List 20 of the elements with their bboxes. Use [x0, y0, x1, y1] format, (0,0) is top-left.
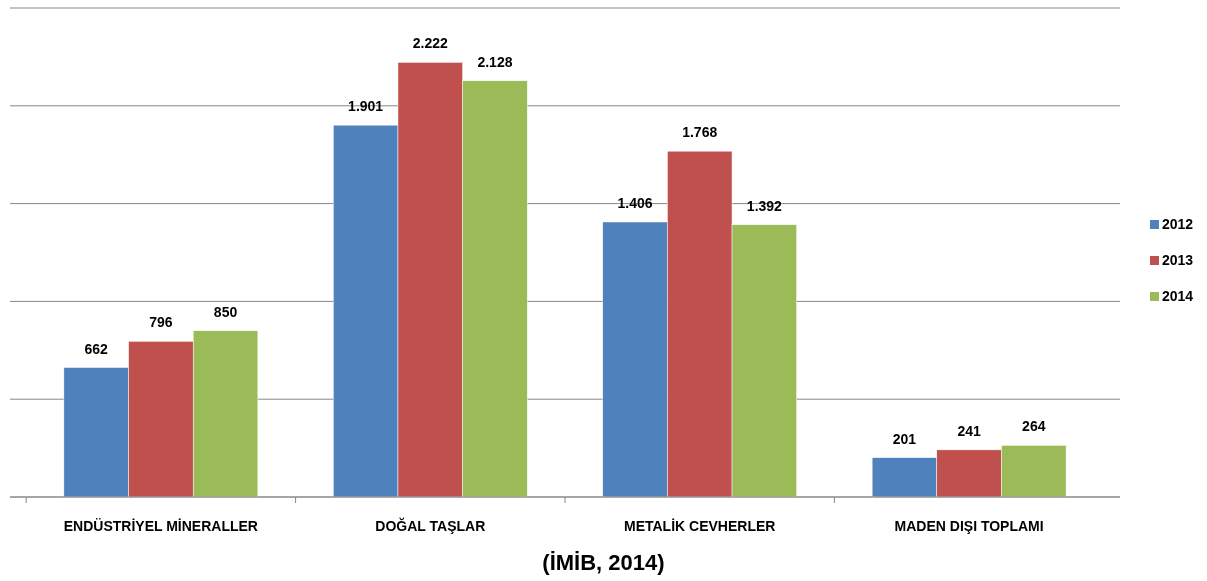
x-tick-label: DOĞAL TAŞLAR — [375, 517, 486, 534]
legend-label: 2012 — [1162, 216, 1194, 232]
legend-label: 2013 — [1162, 252, 1194, 268]
data-label: 264 — [1022, 418, 1046, 435]
data-label: 2.128 — [477, 53, 513, 70]
data-label: 201 — [892, 430, 917, 447]
data-label: 850 — [213, 303, 238, 320]
data-label: 796 — [149, 314, 173, 331]
data-label: 2.222 — [412, 35, 449, 52]
data-label: 1.392 — [746, 197, 783, 214]
data-label: 1.768 — [682, 124, 718, 141]
text: (İMİB, 2014) — [542, 550, 665, 575]
x-tick-label: METALİK CEVHERLER — [624, 518, 776, 534]
data-label: 662 — [84, 340, 109, 357]
x-tick-label: ENDÜSTRİYEL MİNERALLER — [63, 518, 258, 534]
data-label: 1.406 — [617, 194, 653, 211]
legend-label: 2014 — [1162, 288, 1194, 304]
x-tick-label: MADEN DIŞI TOPLAMI — [894, 518, 1044, 534]
data-label: 1.901 — [348, 98, 384, 115]
data-label: 241 — [957, 422, 982, 439]
